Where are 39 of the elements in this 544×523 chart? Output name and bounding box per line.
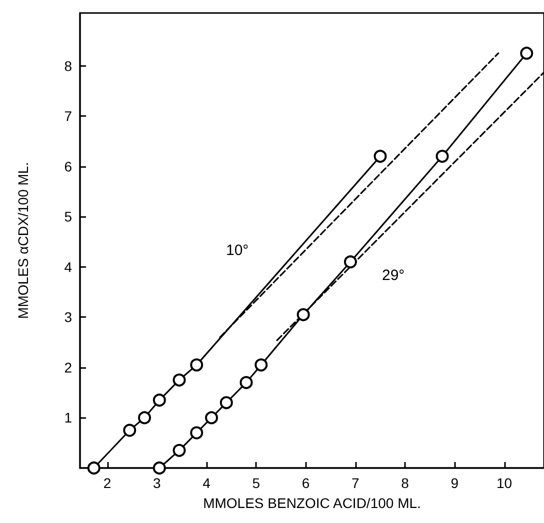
y-tick-label: 6: [64, 158, 72, 174]
point: [172, 444, 186, 457]
point: [296, 308, 310, 322]
point: [138, 411, 152, 424]
point: [240, 376, 253, 390]
point: [123, 424, 136, 437]
point: [172, 374, 186, 387]
point: [190, 358, 204, 372]
point: [152, 462, 166, 474]
point: [254, 358, 268, 372]
x-tick-label: 3: [153, 475, 162, 491]
point: [152, 394, 166, 407]
x-tick-label: 5: [252, 475, 260, 491]
point: [374, 150, 387, 163]
point: [87, 462, 100, 474]
y-tick-label: 3: [64, 309, 72, 326]
y-tick-label: 4: [64, 258, 72, 275]
y-tick-label: 5: [64, 208, 72, 225]
y-tick-label: 7: [64, 108, 72, 124]
x-tick-label: 10: [496, 475, 512, 491]
y-axis-title: MMOLES αCDX/100 ML.: [15, 162, 31, 319]
x-tick-label: 6: [302, 475, 310, 491]
point: [344, 255, 357, 268]
x-axis-title: MMOLES BENZOIC ACID/100 ML.: [203, 495, 421, 511]
x-tick-label: 8: [401, 475, 410, 491]
point: [190, 426, 204, 440]
point: [220, 396, 233, 410]
point: [436, 150, 449, 163]
y-tick-label: 2: [64, 359, 72, 376]
x-tick-label: 9: [450, 475, 459, 491]
x-tick-label: 2: [103, 475, 112, 491]
x-tick-label: 7: [352, 475, 360, 491]
point: [520, 46, 534, 60]
y-tick-label: 8: [64, 58, 72, 74]
x-tick-label: 4: [202, 475, 211, 491]
annotation: 29°: [382, 267, 405, 284]
annotation: 10°: [226, 242, 249, 259]
point: [205, 411, 218, 424]
y-tick-label: 1: [64, 410, 72, 426]
